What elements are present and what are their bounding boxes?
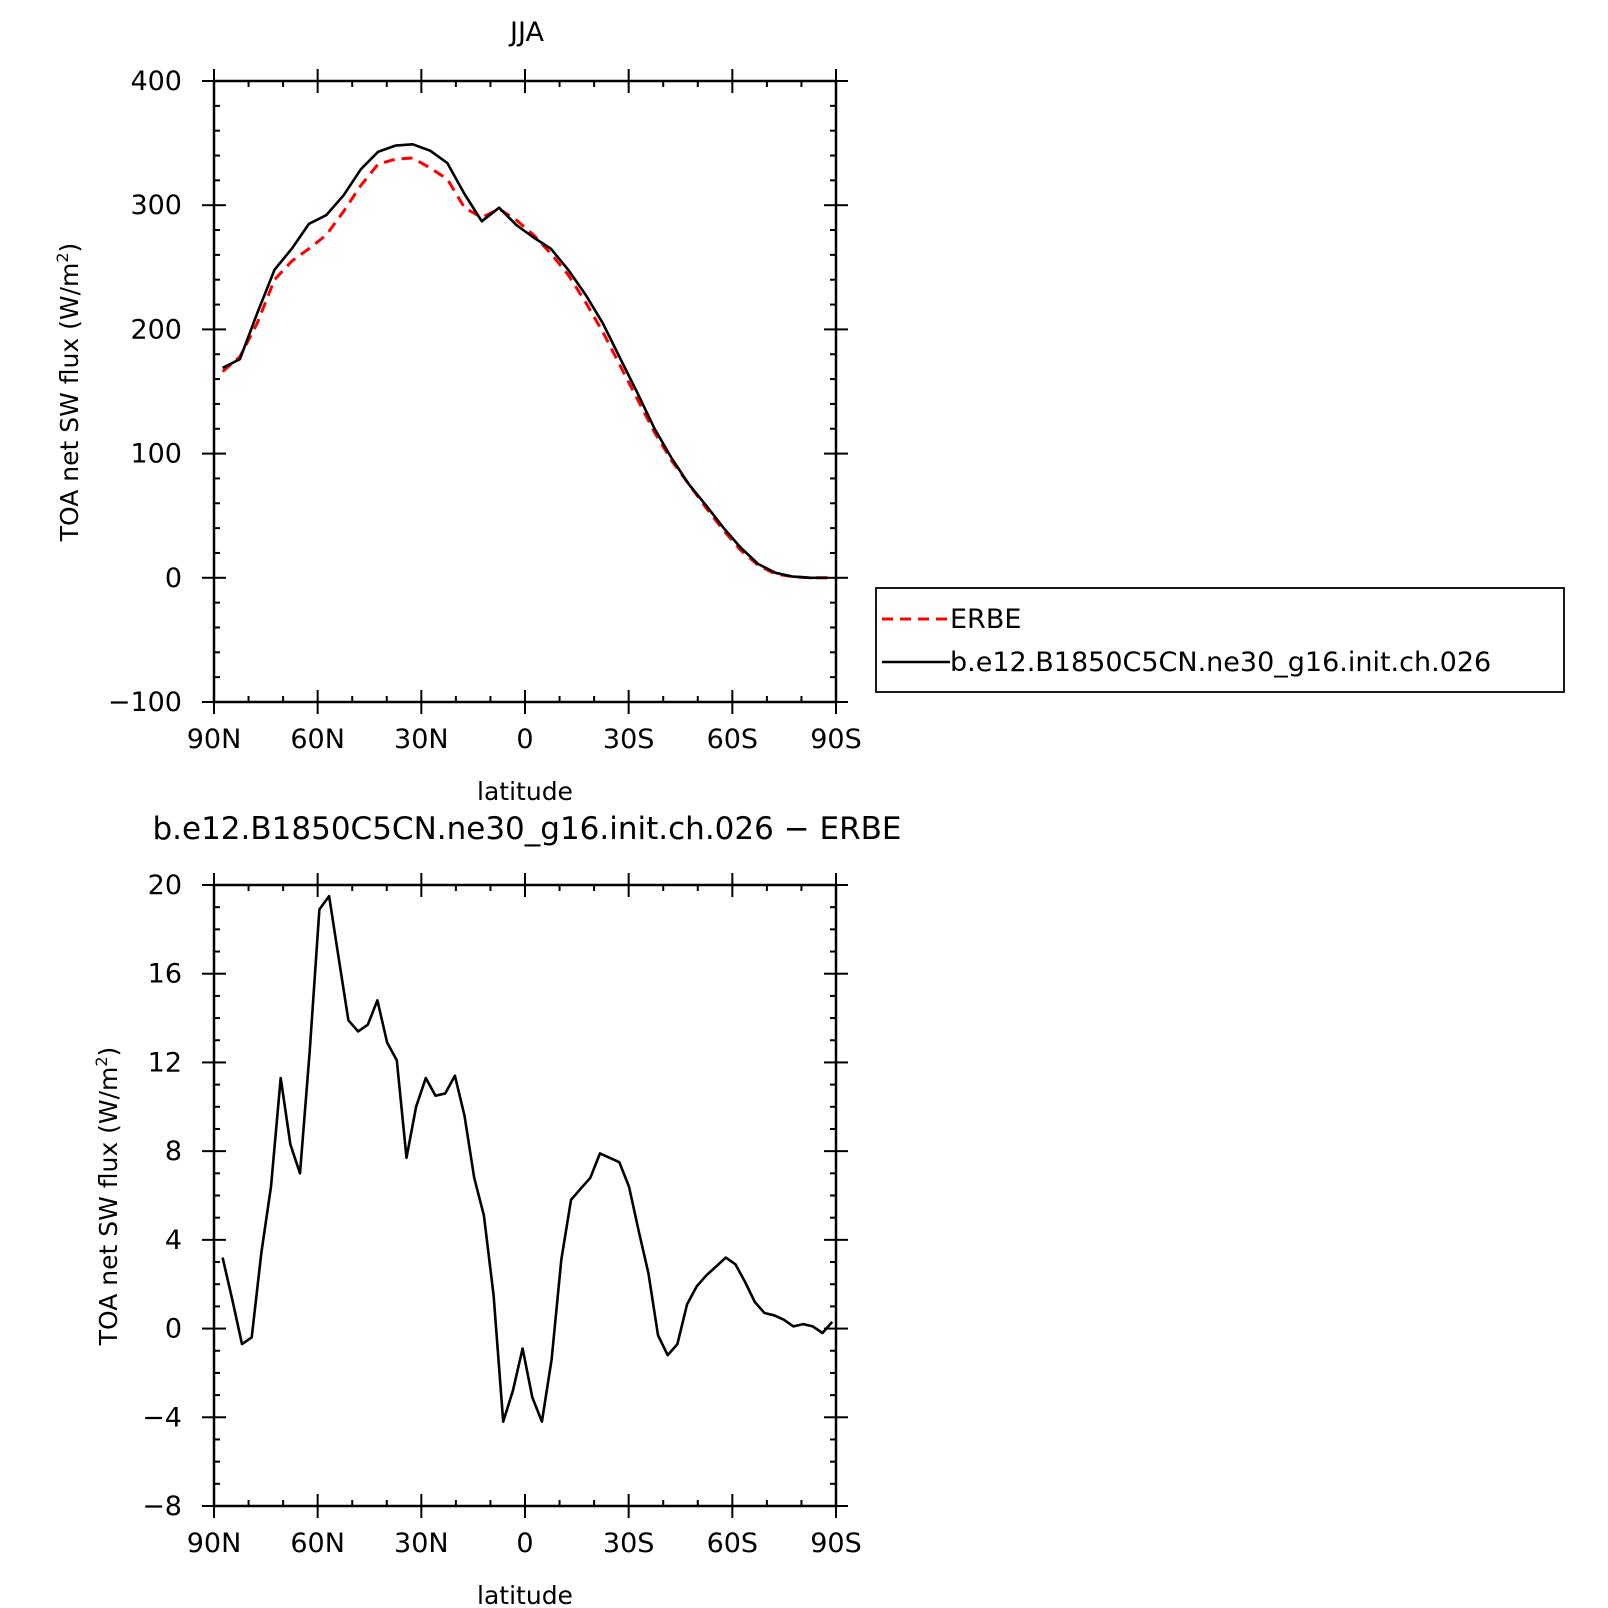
legend-erbe-label: ERBE — [950, 604, 1021, 635]
top-y-axis-label: TOA net SW flux (W/m2) — [53, 243, 84, 543]
bottom-x-tick-label: 30N — [394, 1528, 449, 1559]
top-x-tick-label: 90S — [810, 724, 862, 755]
top-series-layer — [221, 143, 828, 580]
top-title: JJA — [508, 17, 544, 48]
bottom-y-tick-label: −4 — [142, 1402, 182, 1433]
bottom-y-tick-label: 16 — [148, 959, 182, 990]
top-y-axis-label-sup: 2 — [53, 252, 72, 262]
top-x-tick-label: 30N — [394, 724, 449, 755]
top-y-axis-label-main: TOA net SW flux (W/m — [55, 263, 84, 543]
top-series-line-0 — [221, 156, 828, 580]
bottom-y-axis-label-end: ) — [94, 1047, 123, 1057]
bottom-series-layer — [221, 894, 834, 1423]
top-y-tick-label: 0 — [165, 563, 182, 594]
top-x-tick-label: 60N — [290, 724, 345, 755]
top-x-tick-labels: 90N 60N 30N 0 30S 60S 90S — [187, 724, 862, 755]
bottom-x-axis-label: latitude — [477, 1581, 573, 1608]
top-y-tick-label: −100 — [108, 687, 182, 718]
bottom-y-tick-label: 20 — [148, 870, 182, 901]
bottom-panel: b.e12.B1850C5CN.ne30_g16.init.ch.026 − E… — [92, 811, 902, 1608]
bottom-x-tick-labels: 90N 60N 30N 0 30S 60S 90S — [187, 1528, 862, 1559]
top-ticks — [202, 69, 848, 714]
top-y-tick-labels: 400 300 200 100 0 −100 — [108, 66, 182, 718]
bottom-title: b.e12.B1850C5CN.ne30_g16.init.ch.026 − E… — [152, 811, 901, 847]
bottom-y-tick-labels: 20 16 12 8 4 0 −4 −8 — [142, 870, 182, 1522]
top-x-tick-label: 0 — [516, 724, 533, 755]
bottom-y-axis-label: TOA net SW flux (W/m2) — [92, 1047, 123, 1347]
bottom-x-tick-label: 90N — [187, 1528, 242, 1559]
bottom-x-tick-label: 60N — [290, 1528, 345, 1559]
top-plot-frame — [212, 79, 838, 704]
top-x-tick-label: 30S — [603, 724, 655, 755]
bottom-y-tick-label: 0 — [165, 1314, 182, 1345]
top-y-tick-label: 100 — [130, 439, 182, 470]
top-y-tick-label: 300 — [130, 190, 182, 221]
legend-model-label: b.e12.B1850C5CN.ne30_g16.init.ch.026 — [950, 647, 1491, 678]
bottom-x-tick-label: 30S — [603, 1528, 655, 1559]
bottom-y-tick-label: 12 — [148, 1047, 182, 1078]
top-y-tick-label: 200 — [130, 314, 182, 345]
bottom-y-axis-label-main: TOA net SW flux (W/m — [94, 1067, 123, 1347]
top-x-axis-label: latitude — [477, 777, 573, 806]
legend-box — [875, 587, 1565, 693]
bottom-plot-frame — [212, 883, 838, 1508]
bottom-y-tick-label: 8 — [165, 1136, 182, 1167]
bottom-y-tick-label: −8 — [142, 1491, 182, 1522]
top-x-tick-label: 60S — [707, 724, 759, 755]
top-y-tick-label: 400 — [130, 66, 182, 97]
top-y-axis-label-end: ) — [55, 243, 84, 253]
bottom-x-tick-label: 0 — [516, 1528, 533, 1559]
bottom-x-tick-label: 90S — [810, 1528, 862, 1559]
bottom-series-line-0 — [221, 894, 834, 1423]
top-series-line-1 — [222, 143, 828, 580]
top-x-tick-label: 90N — [187, 724, 242, 755]
bottom-x-tick-label: 60S — [707, 1528, 759, 1559]
bottom-ticks — [202, 873, 848, 1518]
top-panel: JJA 90N 60N 30N 0 30S 60S 90S 400 300 200 100 0 −10… — [53, 17, 1565, 806]
bottom-y-tick-label: 4 — [165, 1225, 182, 1256]
legend: ERBE b.e12.B1850C5CN.ne30_g16.init.ch.02… — [875, 587, 1565, 693]
bottom-y-axis-label-sup: 2 — [92, 1056, 111, 1066]
